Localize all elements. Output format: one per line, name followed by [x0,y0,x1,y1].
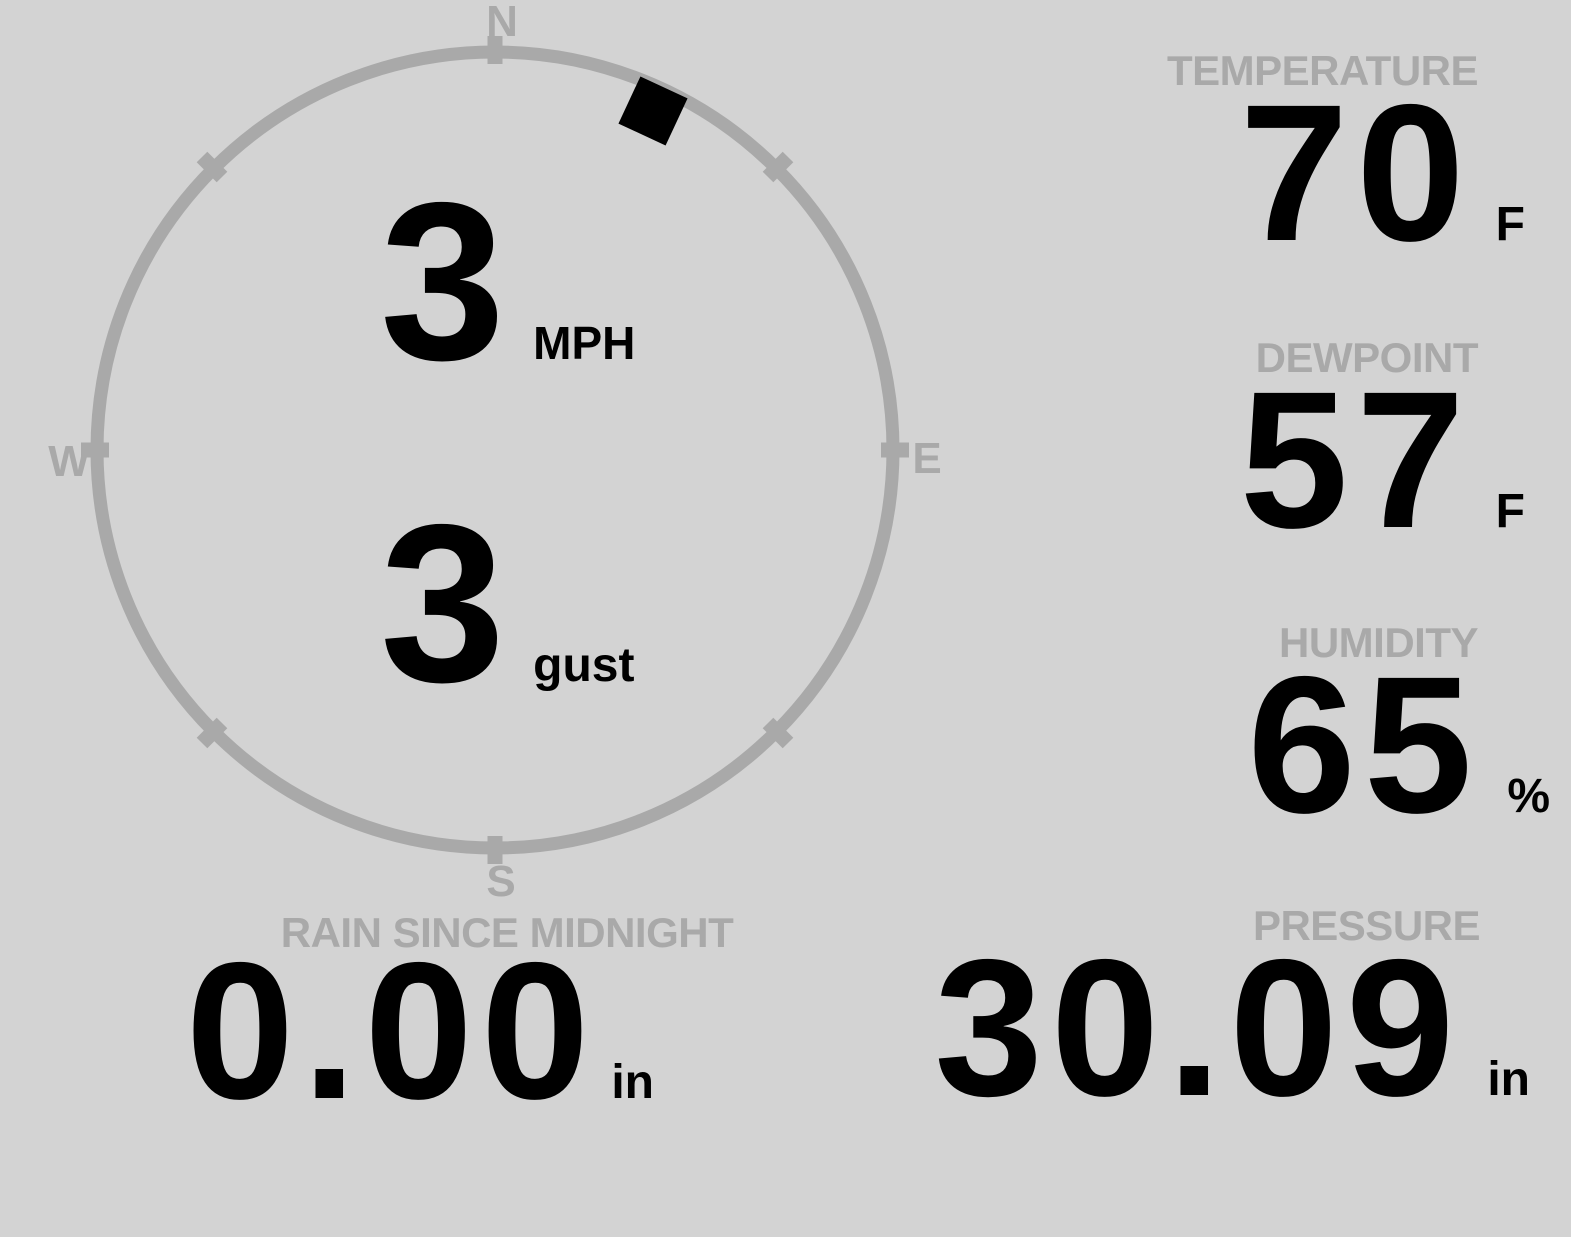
wind-gust: 3 gust [380,491,634,716]
rain-metric: 0.00 in [186,934,654,1129]
pressure-value-row: 30.09 in [934,931,1530,1126]
rain-value-row: 0.00 in [186,934,654,1129]
humidity-value: 65 [1247,636,1481,854]
dewpoint-label: DEWPOINT [1255,334,1479,381]
temperature-value: 70 [1239,64,1473,282]
humidity-label: HUMIDITY [1279,619,1478,666]
humidity-metric: HUMIDITY 65 % [1247,622,1550,843]
wind-compass [81,36,909,864]
compass-label-west: W [48,437,90,486]
compass-label-north: N [486,0,518,46]
rain-value: 0.00 [185,922,598,1140]
pressure-label: PRESSURE [1252,902,1481,949]
wind-gust-value: 3 [380,477,510,729]
dewpoint-value-row: 57 F [1240,363,1525,558]
wind-speed-value: 3 [380,155,510,407]
temperature-label: TEMPERATURE [1166,47,1479,94]
compass-tick-marks [81,36,909,864]
wind-gust-unit: gust [533,639,635,692]
rain-label: RAIN SINCE MIDNIGHT [280,909,734,956]
humidity-unit: % [1507,770,1550,823]
wind-speed: 3 MPH [380,169,635,394]
humidity-value-row: 65 % [1247,648,1550,843]
dewpoint-value: 57 [1239,351,1473,569]
wind-speed-unit: MPH [533,317,636,369]
compass-label-south: S [486,857,516,906]
dewpoint-metric: DEWPOINT 57 F [1240,337,1525,558]
compass-label-east: E [912,434,942,483]
pressure-unit: in [1487,1053,1530,1106]
temperature-unit: F [1495,198,1525,251]
wind-direction-indicator [618,76,688,146]
temperature-metric: TEMPERATURE 70 F [1167,50,1525,271]
pressure-metric: PRESSURE 30.09 in [934,905,1530,1126]
pressure-value: 30.09 [934,919,1463,1137]
rain-unit: in [611,1056,654,1109]
temperature-value-row: 70 F [1167,76,1525,271]
dewpoint-unit: F [1495,485,1525,538]
